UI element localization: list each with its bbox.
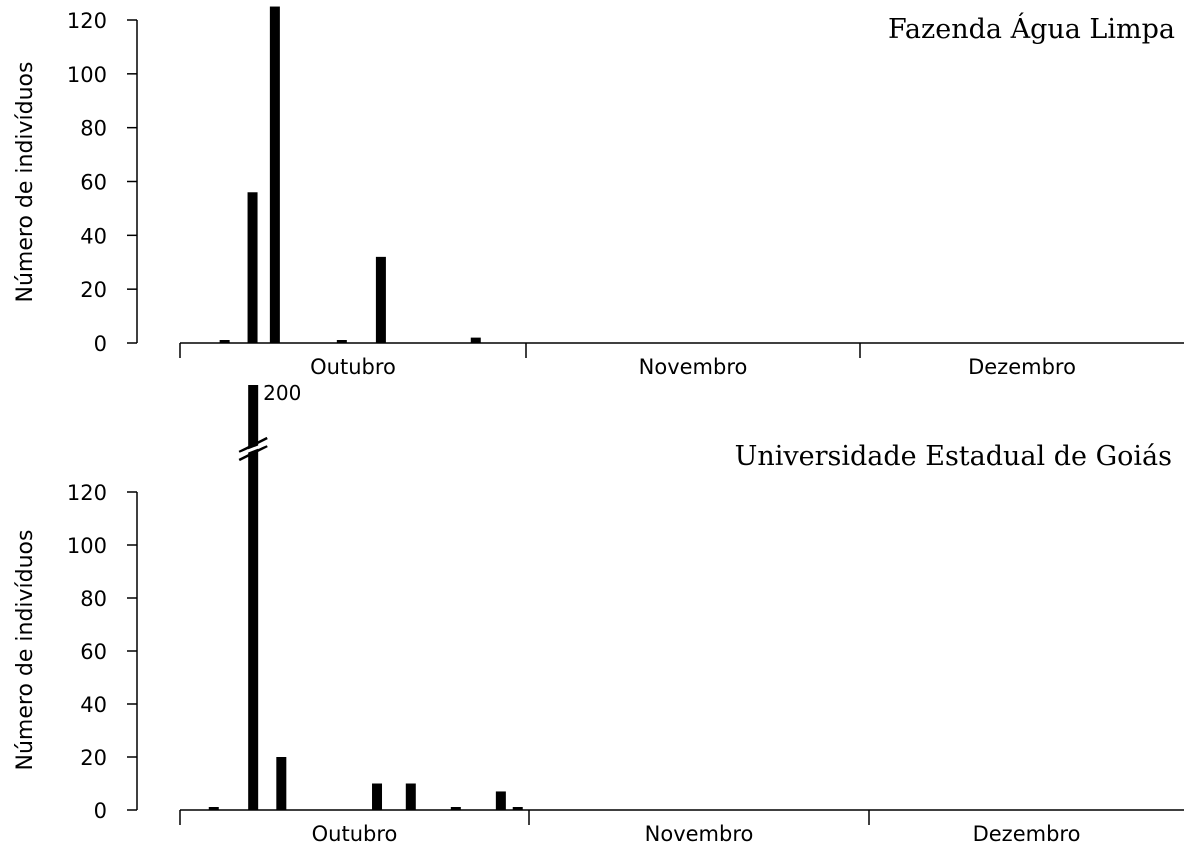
y-axis-label: Número de indivíduos: [13, 62, 38, 303]
chart-title: Universidade Estadual de Goiás: [735, 441, 1172, 472]
bar: [375, 256, 386, 343]
month-label: Outubro: [310, 355, 396, 379]
y-tick-label: 80: [80, 117, 107, 141]
bar: [450, 807, 461, 810]
y-tick-label: 0: [94, 799, 107, 823]
bar: [276, 757, 287, 810]
y-tick-label: 60: [80, 171, 107, 195]
month-label: Dezembro: [968, 355, 1076, 379]
bar-value-annotation: 200: [263, 381, 301, 405]
bar: [405, 783, 416, 810]
y-tick-label: 120: [67, 481, 107, 505]
bar: [495, 791, 506, 810]
chart-title: Fazenda Água Limpa: [888, 12, 1175, 45]
y-tick-label: 100: [67, 534, 107, 558]
axis-break-mark: [238, 436, 268, 454]
month-label: Dezembro: [973, 822, 1081, 846]
bar: [512, 807, 523, 810]
month-label: Outubro: [312, 822, 398, 846]
month-label: Novembro: [645, 822, 754, 846]
y-tick-label: 100: [67, 63, 107, 87]
y-tick-label: 80: [80, 587, 107, 611]
bar: [219, 340, 230, 343]
y-axis-label: Número de indivíduos: [13, 530, 38, 771]
bar: [372, 783, 383, 810]
y-tick-label: 40: [80, 224, 107, 248]
bar: [470, 337, 481, 343]
axis-break-mark: [238, 444, 268, 462]
bar: [248, 385, 259, 810]
y-tick-label: 60: [80, 640, 107, 664]
bar: [336, 340, 347, 343]
bar: [247, 192, 258, 343]
y-tick-label: 20: [80, 746, 107, 770]
bar: [208, 807, 219, 810]
y-tick-label: 40: [80, 693, 107, 717]
month-label: Novembro: [639, 355, 748, 379]
bar: [269, 6, 280, 344]
axis-break-gap: [234, 440, 272, 458]
y-tick-label: 120: [67, 9, 107, 33]
y-tick-label: 0: [94, 332, 107, 356]
y-tick-label: 20: [80, 278, 107, 302]
